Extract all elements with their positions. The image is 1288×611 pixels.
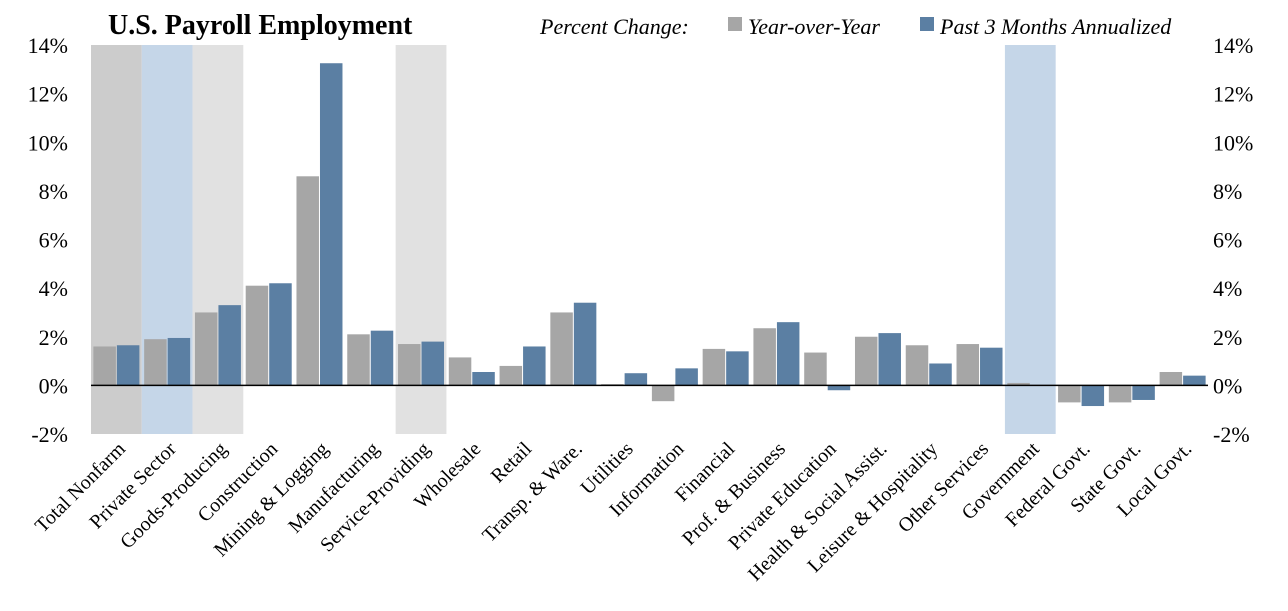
legend-label-past-3-months: Past 3 Months Annualized	[939, 14, 1172, 39]
bar-private-sector-past-3-months-annualized	[167, 337, 191, 386]
bar-mining-logging-year-over-year	[296, 176, 319, 386]
y-tick-right: -2%	[1213, 422, 1250, 447]
y-tick-right: 2%	[1213, 325, 1242, 350]
bar-mining-logging-past-3-months-annualized	[319, 63, 343, 386]
y-tick-left: 12%	[28, 82, 68, 107]
y-tick-left: 10%	[28, 130, 68, 155]
bar-retail-past-3-months-annualized	[523, 346, 546, 386]
bar-health-social-assist-past-3-months-annualized	[878, 333, 901, 386]
bar-information-year-over-year	[651, 385, 675, 402]
legend-swatch-year-over-year	[728, 17, 742, 31]
bar-utilities-past-3-months-annualized	[624, 373, 648, 386]
y-tick-left: 6%	[39, 228, 68, 253]
y-tick-right: 10%	[1213, 130, 1253, 155]
highlight-bands	[91, 45, 1056, 434]
bar-total-nonfarm-past-3-months-annualized	[116, 345, 140, 386]
bar-state-govt-past-3-months-annualized	[1132, 385, 1155, 400]
y-tick-left: 8%	[39, 179, 68, 204]
bar-government-year-over-year	[1007, 382, 1030, 386]
y-tick-left: 2%	[39, 325, 68, 350]
legend-title: Percent Change:	[539, 14, 689, 39]
y-tick-right: 0%	[1213, 373, 1242, 398]
bar-other-services-year-over-year	[956, 344, 980, 386]
bar-financial-past-3-months-annualized	[726, 351, 749, 386]
chart-title: U.S. Payroll Employment	[108, 10, 413, 41]
bars	[93, 63, 1206, 407]
bar-health-social-assist-year-over-year	[854, 336, 878, 386]
bar-leisure-hospitality-past-3-months-annualized	[929, 363, 952, 386]
y-tick-left: 0%	[39, 373, 68, 398]
bar-leisure-hospitality-year-over-year	[905, 345, 929, 386]
bar-manufacturing-past-3-months-annualized	[370, 330, 394, 386]
legend-label-year-over-year: Year-over-Year	[748, 14, 880, 39]
y-tick-right: 6%	[1213, 228, 1242, 253]
band-government	[1004, 45, 1056, 434]
y-axis-right: -2% 0% 2% 4% 6% 8% 10% 12% 14%	[1213, 33, 1253, 447]
bar-manufacturing-year-over-year	[347, 334, 370, 386]
bar-private-sector-year-over-year	[144, 339, 167, 386]
legend: Percent Change: Year-over-Year Past 3 Mo…	[539, 14, 1172, 39]
bar-local-govt-past-3-months-annualized	[1183, 375, 1206, 386]
bar-federal-govt-past-3-months-annualized	[1081, 385, 1105, 407]
bar-transp-ware-year-over-year	[550, 312, 573, 386]
y-tick-left: 14%	[28, 33, 68, 58]
bar-construction-past-3-months-annualized	[269, 283, 292, 386]
y-tick-right: 12%	[1213, 82, 1253, 107]
bar-prof-business-year-over-year	[753, 328, 776, 386]
bar-private-education-past-3-months-annualized	[827, 385, 851, 391]
bar-construction-year-over-year	[245, 285, 269, 386]
bar-prof-business-past-3-months-annualized	[776, 322, 800, 386]
y-tick-right: 14%	[1213, 33, 1253, 58]
bar-other-services-past-3-months-annualized	[980, 347, 1003, 386]
bar-goods-producing-year-over-year	[194, 312, 218, 386]
bar-financial-year-over-year	[702, 348, 726, 386]
y-tick-right: 4%	[1213, 276, 1242, 301]
bar-total-nonfarm-year-over-year	[93, 346, 116, 386]
legend-swatch-past-3-months	[920, 17, 934, 31]
bar-transp-ware-past-3-months-annualized	[573, 302, 597, 386]
bar-wholesale-past-3-months-annualized	[472, 372, 495, 386]
y-tick-left: 4%	[39, 276, 68, 301]
bar-service-providing-year-over-year	[398, 344, 421, 386]
bar-information-past-3-months-annualized	[675, 368, 698, 386]
bar-service-providing-past-3-months-annualized	[421, 341, 445, 386]
bar-retail-year-over-year	[499, 365, 523, 386]
y-tick-right: 8%	[1213, 179, 1242, 204]
bar-private-education-year-over-year	[804, 352, 827, 386]
bar-local-govt-year-over-year	[1159, 372, 1183, 386]
bar-goods-producing-past-3-months-annualized	[218, 305, 241, 386]
bar-state-govt-year-over-year	[1108, 385, 1132, 403]
y-tick-left: -2%	[31, 422, 68, 447]
y-axis-left: -2% 0% 2% 4% 6% 8% 10% 12% 14%	[28, 33, 68, 447]
bar-federal-govt-year-over-year	[1058, 385, 1081, 403]
bar-wholesale-year-over-year	[448, 357, 472, 386]
